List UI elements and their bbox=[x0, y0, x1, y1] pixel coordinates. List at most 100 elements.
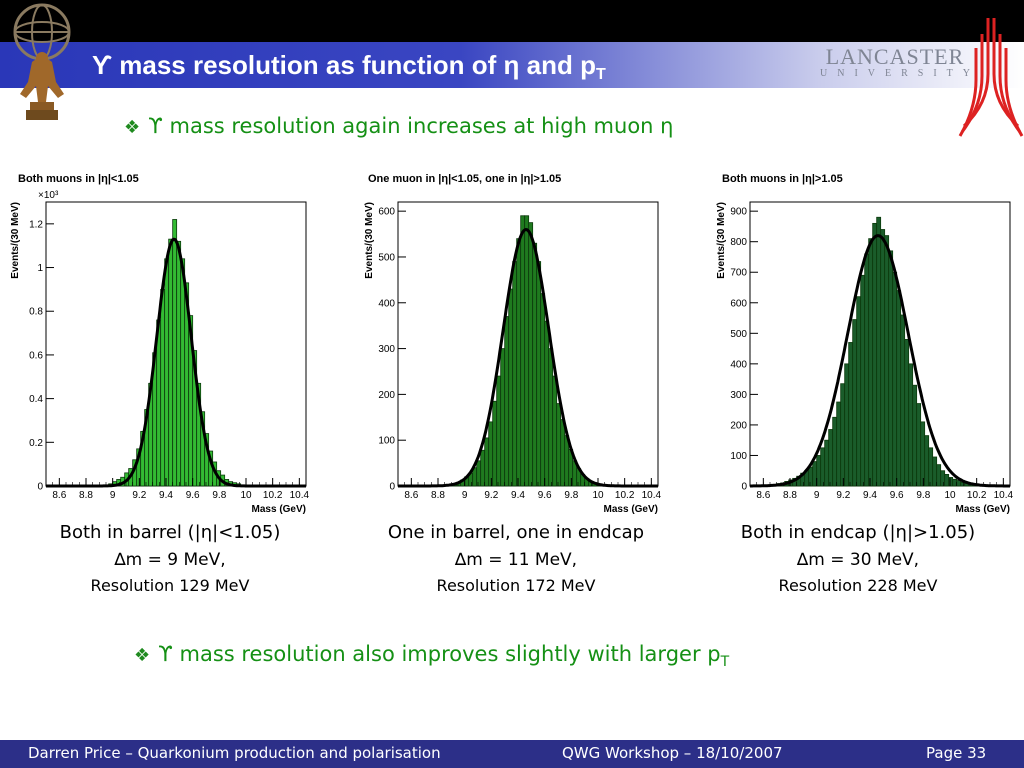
histogram-bar bbox=[544, 320, 550, 487]
slide-title: ϒ mass resolution as function of η and p… bbox=[92, 50, 606, 84]
y-tick-label: 500 bbox=[730, 329, 747, 340]
histogram-endcap-svg: Both muons in |η|>1.05 8.6 8.8 9 9.2 9.4 9.6 9.… bbox=[716, 173, 1014, 514]
y-tick-label: 300 bbox=[730, 390, 747, 401]
diamond-bullet-icon: ❖ bbox=[134, 645, 151, 666]
histogram-bar bbox=[492, 400, 498, 487]
histogram-barrel: Both muons in |η|<1.05 ×10³ 8.6 8.8 9 9.2 9.4 9… bbox=[6, 168, 314, 514]
histogram-bar bbox=[812, 461, 818, 487]
atlas-logo bbox=[13, 3, 71, 120]
y-tick-label: 0.6 bbox=[29, 350, 43, 361]
histogram-bar bbox=[516, 238, 522, 487]
histogram-bar bbox=[896, 290, 902, 487]
y-tick-label: 1 bbox=[37, 263, 43, 274]
histogram-bar bbox=[480, 449, 486, 487]
x-tick-label: 9.8 bbox=[564, 490, 578, 501]
y-tick-label: 300 bbox=[378, 344, 395, 355]
footer-author: Darren Price – Quarkonium production and… bbox=[28, 744, 441, 762]
x-tick-label: 10.4 bbox=[290, 490, 310, 501]
y-tick-label: 200 bbox=[378, 390, 395, 401]
histogram-bar bbox=[532, 242, 538, 487]
histogram-bar bbox=[940, 470, 946, 487]
histogram-bar bbox=[924, 435, 930, 487]
top-black-bar bbox=[0, 0, 1024, 42]
x-tick-label: 8.6 bbox=[404, 490, 418, 501]
x-tick-label: 9 bbox=[462, 490, 468, 501]
histogram-bar bbox=[160, 288, 166, 487]
histogram-bar bbox=[508, 288, 514, 487]
histogram-bar bbox=[540, 293, 546, 487]
caption-barrel: Both in barrel (|η|<1.05) ∆m = 9 MeV, Re… bbox=[0, 520, 340, 598]
y-tick-label: 100 bbox=[730, 451, 747, 462]
histogram-bar bbox=[512, 261, 518, 487]
histogram-bar bbox=[900, 314, 906, 487]
histogram-bar bbox=[904, 339, 910, 487]
histogram-bar bbox=[536, 261, 542, 487]
diamond-bullet-icon: ❖ bbox=[124, 117, 141, 138]
bullet-2-subscript: T bbox=[720, 654, 730, 670]
x-tick-label: 10 bbox=[592, 490, 604, 501]
x-tick-label: 9.6 bbox=[538, 490, 552, 501]
x-tick-label: 9.4 bbox=[511, 490, 525, 501]
x-tick-label: 8.6 bbox=[52, 490, 66, 501]
caption-endcap-delta: ∆m = 30 MeV, bbox=[796, 550, 920, 570]
y-tick-label: 100 bbox=[378, 436, 395, 447]
histogram-bar bbox=[888, 250, 894, 487]
x-tick-label: 8.8 bbox=[783, 490, 797, 501]
y-tick-label: 400 bbox=[378, 298, 395, 309]
histogram-bar bbox=[908, 363, 914, 487]
caption-mixed-delta: ∆m = 11 MeV, bbox=[454, 550, 578, 570]
histogram-bar bbox=[860, 274, 866, 487]
histogram-bar bbox=[912, 384, 918, 487]
caption-mixed-resolution: Resolution 172 MeV bbox=[436, 576, 596, 595]
histogram-bar bbox=[956, 480, 962, 487]
histogram-bar bbox=[560, 419, 566, 487]
x-tick-label: 8.8 bbox=[79, 490, 93, 501]
histogram-bar bbox=[548, 348, 554, 487]
caption-mixed-title: One in barrel, one in endcap bbox=[387, 522, 645, 543]
histogram-bar bbox=[824, 439, 830, 487]
x-tick-label: 9.2 bbox=[836, 490, 850, 501]
y-tick-label: 0.2 bbox=[29, 438, 43, 449]
caption-barrel-delta: ∆m = 9 MeV, bbox=[114, 550, 226, 570]
y-tick-label: 600 bbox=[378, 207, 395, 218]
histogram-bar bbox=[872, 222, 878, 487]
histogram-bar bbox=[836, 401, 842, 487]
x-tick-label: 9.6 bbox=[890, 490, 904, 501]
bullet-1-text: ϒ mass resolution again increases at hig… bbox=[148, 114, 674, 138]
histogram-bar bbox=[496, 375, 502, 487]
x-tick-label: 9.6 bbox=[186, 490, 200, 501]
x-tick-label: 9.8 bbox=[212, 490, 226, 501]
y-axis-label: Events/(30 MeV) bbox=[716, 202, 727, 279]
lancaster-wordmark: LANCASTER bbox=[825, 44, 965, 69]
x-tick-label: 10.4 bbox=[642, 490, 662, 501]
histogram-bar bbox=[884, 235, 890, 487]
x-tick-label: 8.8 bbox=[431, 490, 445, 501]
footer-event: QWG Workshop – 18/10/2007 bbox=[562, 744, 783, 762]
histogram-bar bbox=[176, 240, 182, 487]
histogram-bar bbox=[880, 229, 886, 487]
y-tick-label: 0.8 bbox=[29, 307, 43, 318]
histogram-mixed: One muon in |η|<1.05, one in |η|>1.05 8.6… bbox=[358, 168, 666, 514]
bullet-2-text: ϒ mass resolution also improves slightly… bbox=[158, 642, 721, 666]
x-tick-label: 9.8 bbox=[916, 490, 930, 501]
histogram-barrel-svg: Both muons in |η|<1.05 ×10³ 8.6 8.8 9 9.2 9.4 9… bbox=[10, 173, 310, 514]
x-tick-label: 9.4 bbox=[863, 490, 877, 501]
title-bar bbox=[0, 42, 1024, 88]
y-multiplier-label: ×10³ bbox=[38, 190, 59, 201]
histogram-bar bbox=[524, 215, 530, 487]
histogram-bar bbox=[168, 238, 174, 487]
histogram-bar bbox=[484, 437, 490, 487]
histogram-bar bbox=[808, 466, 814, 487]
caption-endcap-title: Both in endcap (|η|>1.05) bbox=[740, 522, 976, 543]
y-axis-label: Events/(30 MeV) bbox=[10, 202, 21, 279]
x-tick-label: 9 bbox=[110, 490, 116, 501]
x-tick-label: 10.2 bbox=[263, 490, 283, 501]
y-tick-label: 600 bbox=[730, 298, 747, 309]
caption-endcap-resolution: Resolution 228 MeV bbox=[778, 576, 938, 595]
y-tick-label: 400 bbox=[730, 359, 747, 370]
x-tick-label: 10 bbox=[944, 490, 956, 501]
caption-barrel-title: Both in barrel (|η|<1.05) bbox=[59, 522, 281, 543]
x-tick-label: 10.2 bbox=[615, 490, 635, 501]
histogram-bar bbox=[832, 416, 838, 487]
y-tick-label: 0 bbox=[389, 482, 395, 493]
